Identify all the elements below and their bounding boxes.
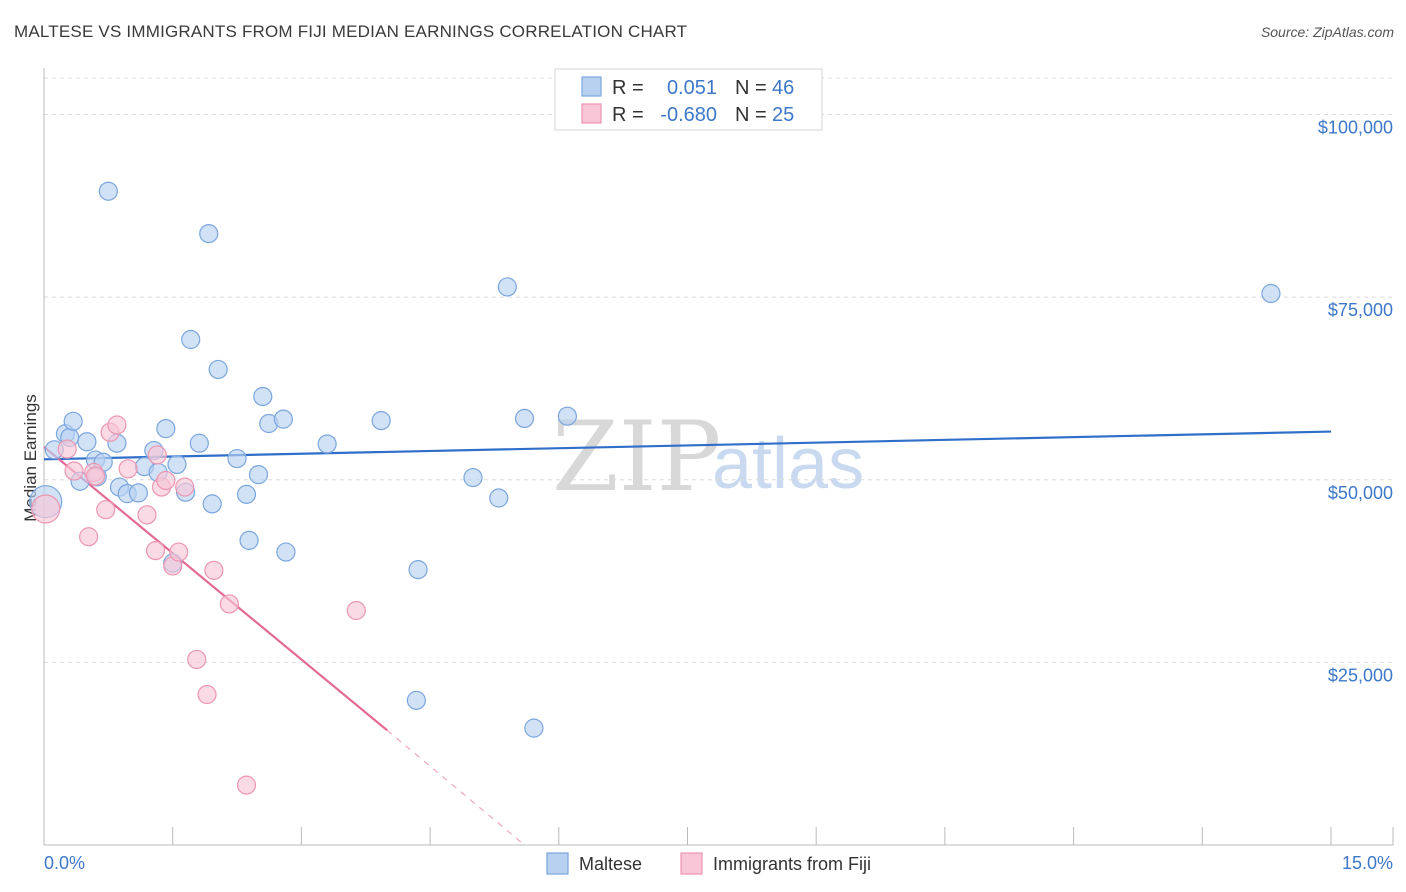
point-fiji [57,439,77,459]
point-maltese [524,718,544,738]
legend-n-value-fiji: 25 [772,104,794,126]
point-maltese [514,408,535,429]
point-fiji [346,600,366,621]
point-maltese [98,181,118,201]
point-maltese [408,560,428,580]
point-maltese [406,690,426,710]
point-fiji [187,649,207,670]
trend-lines [43,430,1332,846]
point-fiji [85,466,106,486]
point-maltese [236,484,257,504]
legend-swatch-maltese [581,76,602,97]
y-tick-label: $75,000 [1328,300,1393,320]
legend-r-label-fiji: R = [612,104,644,126]
point-fiji [197,684,217,705]
point-maltese [77,432,97,452]
point-maltese [273,409,293,429]
legend-n-value-maltese: 46 [772,77,794,99]
data-points [29,181,1281,795]
point-maltese [371,410,391,431]
point-maltese [181,329,201,350]
correlation-legend: R = 0.051 N = 46 R = -0.680 N = 25 [554,68,823,131]
point-maltese [202,494,222,514]
point-fiji [147,445,167,465]
point-fiji [64,461,84,481]
point-fiji [137,505,157,525]
point-maltese [208,359,228,380]
point-maltese [189,433,209,453]
source-label: Source: ZipAtlas.com [1260,24,1394,40]
point-fiji [169,542,189,562]
chart-title: MALTESE VS IMMIGRANTS FROM FIJI MEDIAN E… [14,22,688,41]
point-maltese [63,411,83,431]
y-tick-label: $25,000 [1328,665,1393,685]
legend-n-label-maltese: N = [735,77,767,99]
legend-r-label-maltese: R = [612,77,644,99]
point-fiji [118,459,138,479]
point-maltese [463,467,483,488]
trend-line-maltese [43,430,1332,461]
bottom-legend-swatch-fiji [680,852,703,875]
bottom-legend-label-maltese: Maltese [579,854,642,874]
point-maltese [489,488,509,508]
point-maltese [128,483,148,503]
point-fiji [204,560,224,580]
point-maltese [253,386,273,407]
point-maltese [248,465,269,485]
bottom-legend-label-fiji: Immigrants from Fiji [713,854,871,874]
watermark-atlas: atlas [712,424,864,504]
legend-swatch-fiji [581,103,602,124]
y-tick-label: $100,000 [1318,118,1393,138]
point-fiji [236,775,257,795]
point-fiji [107,415,127,435]
series-legend: Maltese Immigrants from Fiji [546,852,871,875]
point-maltese [167,454,187,475]
point-maltese [1261,283,1281,304]
x-tick-label-min: 0.0% [44,853,85,873]
point-fiji [79,527,99,547]
legend-r-value-maltese: 0.051 [667,77,717,99]
point-fiji [145,541,166,561]
x-tick-label-max: 15.0% [1342,853,1393,873]
axes [43,68,1394,846]
point-maltese [557,406,577,426]
point-maltese [156,419,176,439]
legend-r-value-fiji: -0.680 [660,104,717,126]
point-maltese [497,277,517,297]
point-fiji [175,477,195,497]
point-maltese [239,530,259,550]
trend-line-fiji-extension [386,729,525,846]
point-maltese [199,223,219,244]
point-fiji [31,494,61,524]
point-maltese [317,434,337,454]
y-tick-label: $50,000 [1328,483,1393,503]
watermark-zip: ZIP [552,401,721,513]
point-fiji [156,470,176,491]
y-tick-labels: $25,000 $50,000 $75,000 $100,000 [1318,118,1393,686]
trend-line-fiji [43,446,388,732]
bottom-legend-swatch-maltese [546,852,569,875]
legend-n-label-fiji: N = [735,104,767,126]
point-maltese [227,448,247,469]
point-maltese [276,542,296,562]
gridlines [44,77,1393,663]
point-fiji [219,594,239,614]
point-fiji [96,500,116,520]
